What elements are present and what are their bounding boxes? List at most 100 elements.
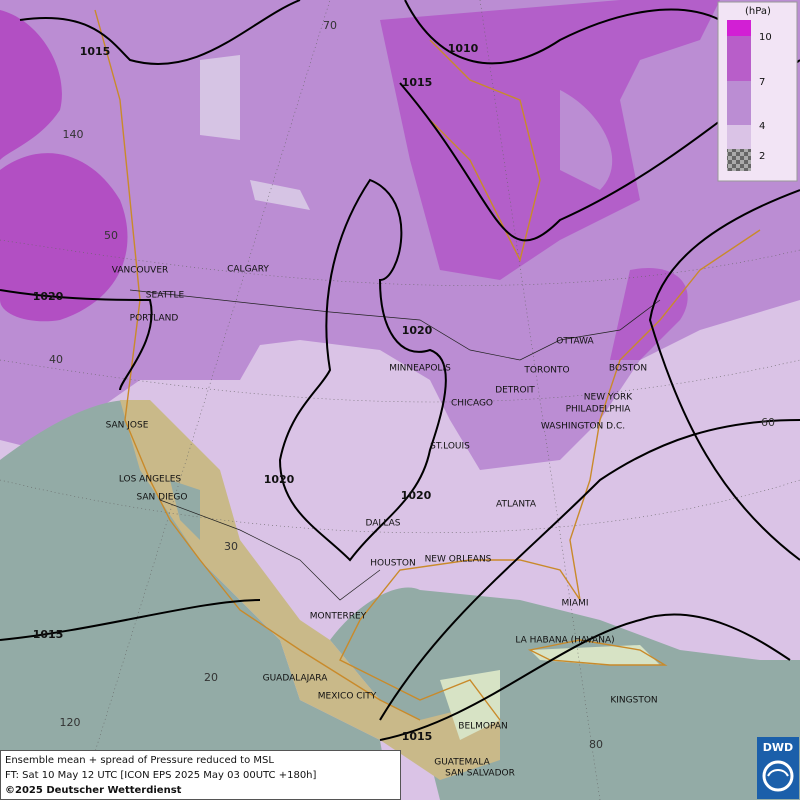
footer-box [0, 750, 401, 800]
city-label: PORTLAND [130, 314, 179, 324]
footer-title: Ensemble mean + spread of Pressure reduc… [5, 755, 274, 766]
city-label: WASHINGTON D.C. [541, 422, 625, 432]
legend-label: 4 [759, 121, 765, 132]
logo-mark [762, 760, 794, 792]
spread-high [0, 153, 128, 322]
grid-label: 60 [761, 416, 775, 429]
isobar-label: 1020 [33, 290, 64, 303]
border [159, 499, 381, 601]
isobar [648, 189, 800, 561]
city-label: OTTAWA [556, 337, 594, 347]
coastline [429, 39, 541, 263]
city-label: KINGSTON [610, 696, 657, 706]
land-lowland [440, 645, 660, 740]
legend-swatch [727, 36, 751, 81]
coastline [339, 229, 761, 721]
grid-label: 50 [104, 229, 118, 242]
city-label: BOSTON [609, 364, 647, 374]
isobar [379, 419, 800, 721]
ocean [0, 400, 390, 800]
city-label: TORONTO [523, 366, 569, 376]
city-label: MIAMI [562, 599, 589, 609]
isobar-label: 1015 [33, 628, 64, 641]
legend: (hPa) 10 7 4 2 [717, 1, 798, 182]
isobar [379, 613, 791, 741]
grid-label: 120 [60, 716, 81, 729]
city-label: SEATTLE [146, 291, 185, 301]
city-label: DALLAS [365, 519, 400, 529]
legend-unit: (hPa) [745, 6, 771, 17]
grid-label: 80 [589, 738, 603, 751]
isobar-label: 1020 [264, 473, 295, 486]
city-label: CALGARY [227, 265, 269, 275]
logo-text: DWD [763, 741, 793, 754]
land-relief [120, 400, 500, 780]
isobar [0, 599, 261, 641]
logo: DWD [757, 737, 799, 799]
isobar [19, 0, 301, 66]
isobar-label: 1015 [402, 76, 433, 89]
footer-forecast: FT: Sat 10 May 12 UTC [ICON EPS 2025 May… [5, 770, 317, 781]
city-label: GUADALAJARA [263, 674, 329, 684]
isobar [278, 178, 447, 562]
city-label: SAN JOSE [106, 421, 149, 431]
gulf-of-california [170, 480, 200, 540]
city-label: MINNEAPOLIS [389, 364, 451, 374]
city-label: PHILADELPHIA [566, 405, 632, 415]
grid-labels: 70 140 50 40 60 30 20 120 80 [49, 19, 775, 751]
legend-swatch [727, 149, 751, 171]
city-label: SAN DIEGO [137, 493, 188, 503]
border [129, 289, 661, 361]
parallel [0, 479, 800, 534]
city-label: CHICAGO [451, 399, 493, 409]
city-label: LOS ANGELES [119, 475, 182, 485]
city-label: MEXICO CITY [318, 692, 377, 702]
city-label: BELMOPAN [458, 722, 507, 732]
legend-swatch [727, 20, 751, 36]
isobar-label: 1020 [402, 324, 433, 337]
grid-label: 40 [49, 353, 63, 366]
city-label: DETROIT [495, 386, 535, 396]
city-label: HOUSTON [370, 559, 415, 569]
city-label: LA HABANA (HAVANA) [515, 636, 614, 646]
city-labels: VANCOUVER CALGARY SEATTLE PORTLAND SAN JOSE L… [106, 265, 658, 779]
legend-label: 10 [759, 32, 772, 43]
city-label: ATLANTA [496, 500, 537, 510]
footer-copyright: ©2025 Deutscher Wetterdienst [5, 785, 182, 796]
spread-mid [560, 90, 613, 190]
city-label: MONTERREY [310, 612, 367, 622]
meridian [479, 0, 601, 800]
legend-label: 7 [759, 77, 765, 88]
city-label: NEW YORK [584, 393, 634, 403]
city-label: NEW ORLEANS [425, 555, 492, 565]
spread-high [380, 0, 720, 280]
grid-label: 20 [204, 671, 218, 684]
spread-low [200, 55, 310, 210]
grid-label: 30 [224, 540, 238, 553]
footer: Ensemble mean + spread of Pressure reduc… [0, 750, 401, 800]
borders [129, 289, 661, 601]
isobar-label: 1020 [401, 489, 432, 502]
spread-high [610, 268, 688, 360]
isobar [404, 0, 721, 65]
isobar-labels: 1015 1010 1015 1020 1020 1020 1020 1015 … [33, 42, 479, 743]
logo-mark [767, 769, 789, 777]
city-label: ST.LOUIS [430, 442, 470, 452]
legend-swatch [727, 81, 751, 125]
city-label: VANCOUVER [112, 266, 169, 276]
spread-high [0, 10, 62, 160]
legend-label: 2 [759, 151, 765, 162]
isobar [0, 289, 153, 391]
city-label: GUATEMALA [434, 758, 490, 768]
coastline [94, 9, 421, 721]
isobar-label: 1015 [402, 730, 433, 743]
isobar-label: 1015 [80, 45, 111, 58]
legend-swatch [727, 125, 751, 149]
city-label: SAN SALVADOR [445, 769, 515, 779]
grid-label: 70 [323, 19, 337, 32]
isobar-label: 1010 [448, 42, 479, 55]
grid-label: 140 [63, 128, 84, 141]
